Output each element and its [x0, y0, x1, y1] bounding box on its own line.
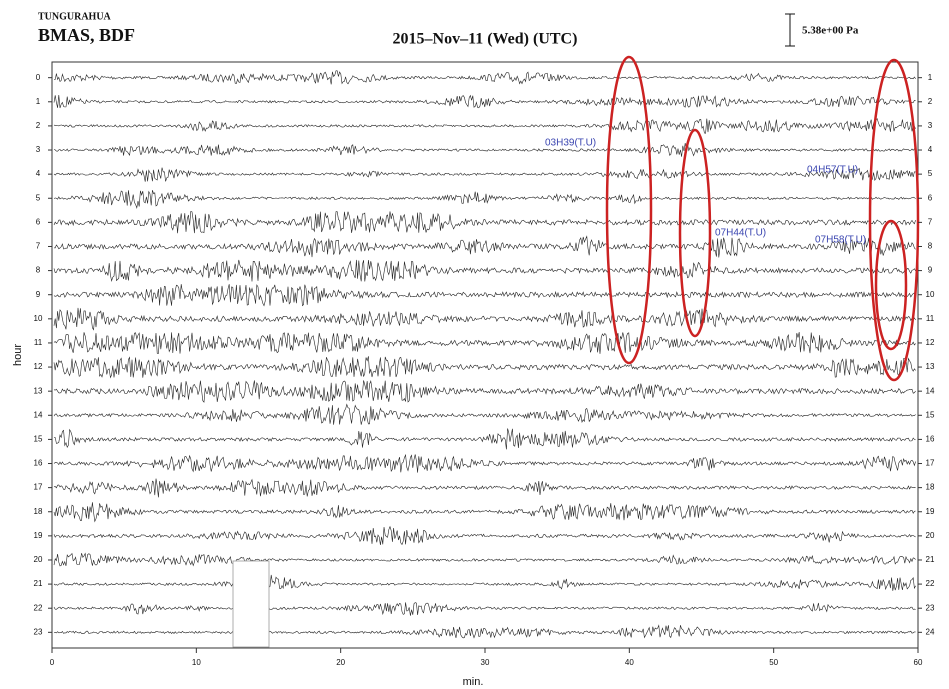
annotation: 07H58(T.U)	[815, 235, 866, 246]
trace	[53, 70, 916, 85]
y2-tick-label: 5	[928, 169, 933, 178]
y-tick-label: 18	[34, 507, 43, 516]
y-tick-label: 8	[36, 266, 41, 275]
y-tick-label: 10	[34, 314, 43, 323]
y-tick-label: 13	[34, 386, 43, 395]
y2-tick-label: 20	[926, 531, 935, 540]
y2-tick-label: 7	[928, 217, 933, 226]
y-tick-label: 15	[34, 435, 43, 444]
y-tick-label: 5	[36, 193, 41, 202]
x-tick-label: 0	[50, 658, 55, 667]
y2-tick-label: 16	[926, 435, 935, 444]
x-tick-label: 30	[481, 658, 490, 667]
y2-tick-label: 10	[926, 290, 935, 299]
x-tick-label: 50	[769, 658, 778, 667]
station: TUNGURAHUA	[38, 11, 112, 22]
trace	[53, 453, 916, 473]
trace	[53, 428, 916, 450]
trace	[53, 94, 916, 109]
y2-tick-label: 19	[926, 507, 935, 516]
y-tick-label: 19	[34, 531, 43, 540]
trace	[53, 624, 916, 639]
y2-tick-label: 4	[928, 145, 933, 154]
scale-bar	[785, 13, 795, 47]
trace	[53, 525, 916, 546]
y2-tick-label: 12	[926, 338, 935, 347]
y-tick-label: 0	[36, 73, 41, 82]
trace	[53, 574, 916, 593]
y2-tick-label: 3	[928, 121, 933, 130]
trace	[53, 332, 916, 354]
annotation: 07H44(T.U)	[715, 228, 766, 239]
y2-tick-label: 9	[928, 266, 933, 275]
y-axis-label: hour	[12, 344, 24, 366]
trace	[53, 235, 916, 258]
y2-tick-label: 8	[928, 242, 933, 251]
trace	[53, 602, 916, 616]
data-gap	[232, 560, 270, 648]
y2-tick-label: 1	[928, 73, 933, 82]
event-highlights	[605, 55, 920, 382]
y2-tick-label: 18	[926, 483, 935, 492]
trace	[53, 478, 916, 498]
y-tick-label: 6	[36, 217, 41, 226]
annotation: 04H57(T.U)	[807, 165, 858, 176]
event-ellipse	[678, 128, 712, 338]
trace	[53, 307, 916, 331]
trace	[53, 210, 916, 234]
y2-tick-label: 11	[926, 314, 935, 323]
y-tick-label: 11	[34, 338, 43, 347]
trace	[53, 118, 916, 134]
trace	[53, 356, 916, 379]
trace	[53, 190, 916, 209]
event-ellipse	[605, 55, 653, 365]
traces	[53, 70, 916, 639]
x-tick-label: 60	[914, 658, 923, 667]
trace	[53, 403, 916, 425]
y-tick-label: 20	[34, 555, 43, 564]
y-tick-label: 7	[36, 242, 41, 251]
y2-tick-label: 13	[926, 362, 935, 371]
y2-tick-label: 24	[926, 627, 935, 636]
event-ellipse	[868, 58, 920, 382]
trace	[53, 379, 916, 403]
y2-tick-label: 23	[926, 603, 935, 612]
y-tick-label: 16	[34, 459, 43, 468]
y2-tick-label: 14	[926, 386, 935, 395]
y-tick-label: 1	[36, 97, 41, 106]
x-tick-label: 10	[192, 658, 201, 667]
trace	[53, 142, 916, 157]
y2-tick-label: 17	[926, 459, 935, 468]
event-ellipse	[874, 219, 908, 351]
scale-label: 5.38e+00 Pa	[802, 25, 859, 37]
trace	[53, 502, 916, 523]
y-tick-label: 21	[34, 579, 43, 588]
y2-tick-label: 21	[926, 555, 935, 564]
date-title: 2015–Nov–11 (Wed) (UTC)	[393, 31, 578, 48]
y2-tick-label: 2	[928, 97, 933, 106]
y2-tick-label: 22	[926, 579, 935, 588]
annotation: 03H39(T.U)	[545, 138, 596, 149]
y-tick-label: 9	[36, 290, 41, 299]
y-tick-label: 12	[34, 362, 43, 371]
y2-tick-label: 6	[928, 193, 933, 202]
x-axis-label: min.	[463, 676, 484, 688]
x-tick-label: 20	[336, 658, 345, 667]
y-tick-label: 2	[36, 121, 41, 130]
y-tick-label: 22	[34, 603, 43, 612]
x-tick-label: 40	[625, 658, 634, 667]
trace	[53, 552, 916, 567]
y-tick-label: 14	[34, 410, 43, 419]
y2-tick-label: 15	[926, 410, 935, 419]
y-tick-label: 23	[34, 627, 43, 636]
trace	[53, 259, 916, 282]
channel: BMAS, BDF	[38, 25, 135, 45]
y-tick-label: 17	[34, 483, 43, 492]
trace	[53, 284, 916, 307]
y-tick-label: 3	[36, 145, 41, 154]
trace	[53, 167, 916, 182]
y-tick-label: 4	[36, 169, 41, 178]
